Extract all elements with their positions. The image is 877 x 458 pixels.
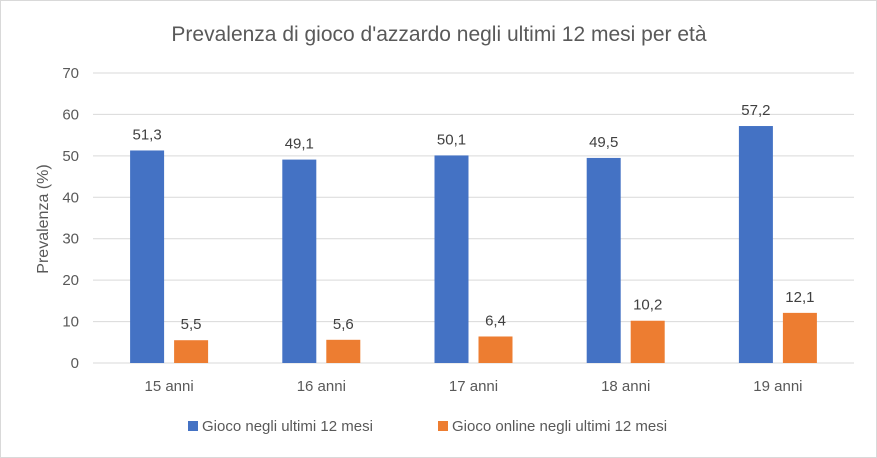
x-axis-ticks: 15 anni 16 anni 17 anni 18 anni 19 anni <box>144 378 802 395</box>
chart-title: Prevalenza di gioco d'azzardo negli ulti… <box>171 23 706 46</box>
data-label: 6,4 <box>485 312 506 329</box>
data-label: 50,1 <box>437 131 466 148</box>
x-tick-label: 19 anni <box>753 378 802 395</box>
bar-gioco <box>434 155 469 363</box>
data-label: 5,6 <box>333 316 354 333</box>
bar-gioco <box>738 126 773 364</box>
legend-swatch <box>188 421 198 431</box>
y-tick-label: 60 <box>62 106 79 123</box>
data-label: 10,2 <box>633 297 662 314</box>
data-label: 57,2 <box>741 102 770 119</box>
data-label: 49,1 <box>285 136 314 153</box>
data-labels: 51,3 5,5 49,1 5,6 50,1 6,4 49,5 10,2 57,2 12,1 <box>132 102 814 333</box>
x-tick-label: 15 anni <box>144 378 193 395</box>
y-axis-ticks: 0 10 20 30 40 50 60 70 <box>62 65 79 372</box>
bar-gioco-online <box>174 340 209 363</box>
data-label: 49,5 <box>589 134 618 151</box>
y-tick-label: 30 <box>62 231 79 248</box>
legend-label: Gioco negli ultimi 12 mesi <box>202 418 373 435</box>
bar-gioco <box>282 159 317 363</box>
y-tick-label: 50 <box>62 148 79 165</box>
y-tick-label: 70 <box>62 65 79 82</box>
x-tick-label: 16 anni <box>297 378 346 395</box>
legend-swatch <box>438 421 448 431</box>
bar-gioco <box>586 157 621 363</box>
y-tick-label: 20 <box>62 272 79 289</box>
y-axis-title: Prevalenza (%) <box>35 164 52 273</box>
y-tick-label: 10 <box>62 314 79 331</box>
y-tick-label: 40 <box>62 189 79 206</box>
gridlines <box>93 72 854 364</box>
data-label: 12,1 <box>785 289 814 306</box>
bars <box>130 126 817 364</box>
x-tick-label: 18 anni <box>601 378 650 395</box>
x-tick-label: 17 anni <box>449 378 498 395</box>
data-label: 5,5 <box>181 316 202 333</box>
legend: Gioco negli ultimi 12 mesi Gioco online n… <box>188 418 667 435</box>
bar-gioco-online <box>478 336 513 363</box>
bar-gioco-online <box>782 312 817 363</box>
legend-label: Gioco online negli ultimi 12 mesi <box>452 418 667 435</box>
bar-gioco-online <box>326 339 361 363</box>
y-tick-label: 0 <box>71 355 79 372</box>
bar-gioco-online <box>630 320 665 363</box>
bar-gioco <box>130 150 165 363</box>
data-label: 51,3 <box>132 126 161 143</box>
